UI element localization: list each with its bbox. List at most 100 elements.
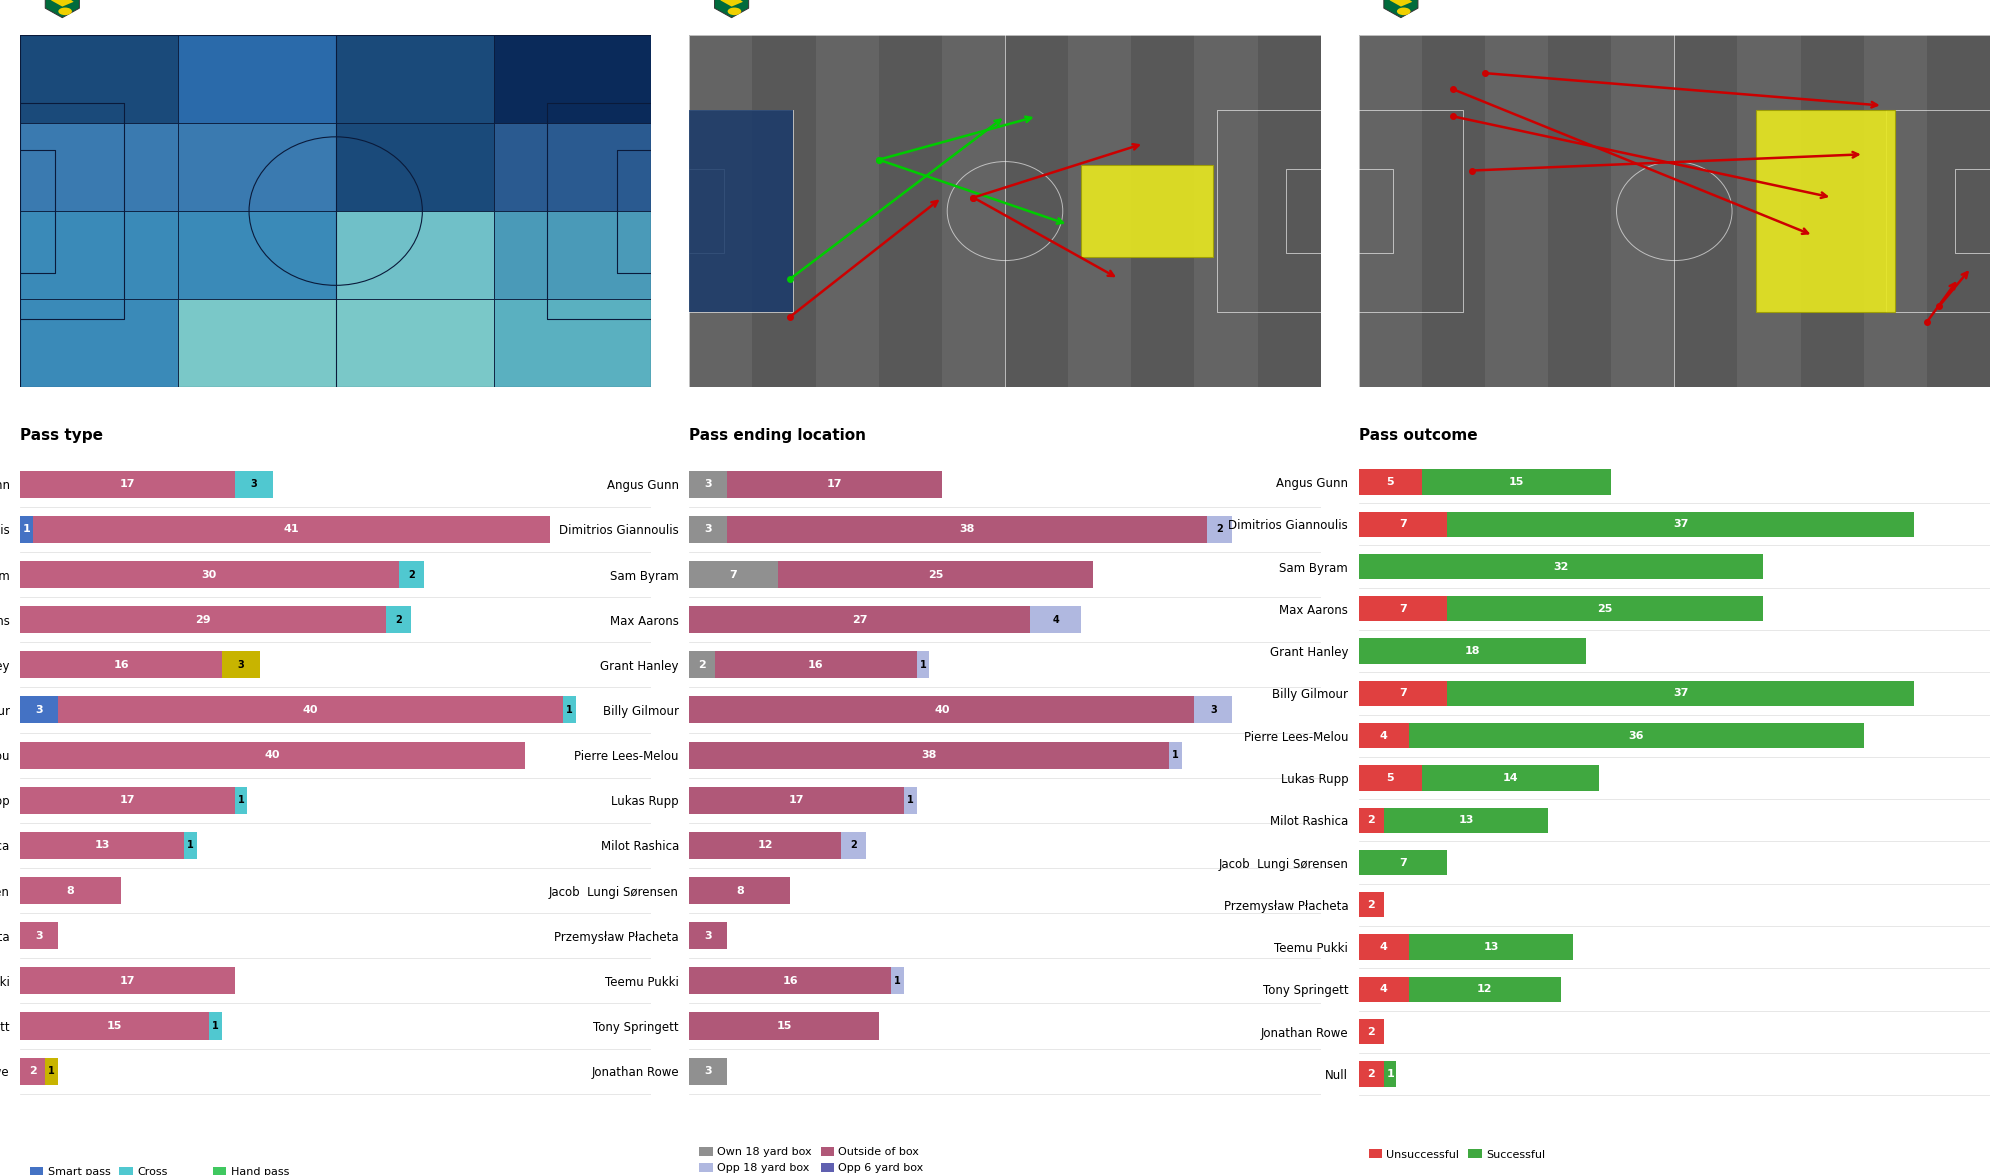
Text: 3: 3 — [36, 931, 42, 941]
Bar — [1358, 807, 1384, 833]
Text: 13: 13 — [94, 840, 110, 851]
Text: 2: 2 — [850, 840, 856, 851]
Text: 4: 4 — [1052, 615, 1058, 625]
Text: 3: 3 — [704, 1066, 712, 1076]
Text: 3: 3 — [1210, 705, 1216, 714]
Legend: Unsuccessful, Successful: Unsuccessful, Successful — [1364, 1144, 1550, 1164]
Polygon shape — [1384, 0, 1418, 18]
Bar — [1358, 596, 1446, 622]
Text: 13: 13 — [1484, 942, 1498, 952]
Text: 17: 17 — [826, 479, 842, 489]
Text: 7: 7 — [1398, 858, 1406, 867]
Circle shape — [58, 7, 72, 15]
Text: 16: 16 — [808, 660, 824, 670]
Bar — [20, 922, 58, 949]
Text: 4: 4 — [1380, 731, 1388, 740]
Bar — [1030, 606, 1080, 633]
Text: 3: 3 — [250, 479, 256, 489]
Text: 36: 36 — [1628, 731, 1644, 740]
Text: 1: 1 — [1386, 1069, 1394, 1079]
Bar — [892, 967, 904, 994]
Text: 37: 37 — [1672, 689, 1688, 698]
Text: 41: 41 — [284, 524, 300, 535]
Text: 2: 2 — [1368, 1069, 1376, 1079]
Bar — [1674, 35, 1738, 387]
Bar — [1800, 35, 1864, 387]
Bar — [386, 606, 412, 633]
Text: 40: 40 — [302, 705, 318, 714]
Text: 1: 1 — [48, 1066, 54, 1076]
Text: 32: 32 — [1552, 562, 1568, 571]
Bar — [690, 606, 1030, 633]
Text: 1: 1 — [188, 840, 194, 851]
Text: 4: 4 — [1380, 985, 1388, 994]
Bar — [1926, 35, 1990, 387]
Text: 17: 17 — [788, 795, 804, 805]
Bar — [1422, 469, 1612, 495]
Text: 5: 5 — [1386, 773, 1394, 783]
Text: 8: 8 — [66, 886, 74, 895]
Text: 7: 7 — [730, 570, 738, 579]
Text: 5: 5 — [1386, 477, 1394, 486]
Polygon shape — [1390, 0, 1412, 7]
Bar — [494, 123, 652, 212]
Text: 2: 2 — [698, 660, 706, 670]
Text: 3: 3 — [704, 931, 712, 941]
Text: Pass outcome: Pass outcome — [1358, 428, 1478, 443]
Text: Pass type: Pass type — [20, 428, 104, 443]
Bar — [1358, 934, 1410, 960]
Text: 7: 7 — [1398, 519, 1406, 529]
Text: 2: 2 — [408, 570, 414, 579]
Text: 16: 16 — [782, 975, 798, 986]
Bar — [690, 967, 892, 994]
Bar — [690, 560, 778, 588]
Bar — [20, 1058, 46, 1085]
Bar — [1738, 35, 1800, 387]
Text: 30: 30 — [202, 570, 218, 579]
Text: 4: 4 — [1380, 942, 1388, 952]
Bar — [1358, 511, 1446, 537]
Text: 38: 38 — [922, 750, 936, 760]
Bar — [1612, 35, 1674, 387]
Bar — [690, 1013, 878, 1040]
Bar — [210, 1013, 222, 1040]
Text: 3: 3 — [238, 660, 244, 670]
Bar — [690, 516, 728, 543]
Bar — [1068, 35, 1132, 387]
Bar — [178, 298, 336, 387]
Polygon shape — [714, 0, 748, 18]
Bar — [20, 298, 178, 387]
Text: 1: 1 — [238, 795, 244, 805]
Bar — [178, 212, 336, 298]
Bar — [336, 212, 494, 298]
Text: 25: 25 — [1598, 604, 1612, 613]
Circle shape — [1396, 7, 1410, 15]
Bar — [20, 606, 386, 633]
Bar — [1358, 1019, 1384, 1045]
Bar — [20, 123, 178, 212]
Text: 13: 13 — [1458, 815, 1474, 825]
Bar — [336, 123, 494, 212]
Text: 12: 12 — [1478, 985, 1492, 994]
Bar — [1132, 35, 1194, 387]
Bar — [714, 651, 916, 678]
Text: 2: 2 — [28, 1066, 36, 1076]
Bar — [1484, 35, 1548, 387]
Bar — [690, 1058, 728, 1085]
Bar — [20, 697, 58, 724]
Bar — [752, 35, 816, 387]
Bar — [564, 697, 576, 724]
Bar — [1358, 553, 1762, 579]
Text: 7: 7 — [1398, 689, 1406, 698]
Bar — [20, 787, 234, 814]
Bar — [1358, 469, 1422, 495]
Bar — [222, 651, 260, 678]
Bar — [20, 212, 178, 298]
Bar — [20, 560, 398, 588]
Text: 1: 1 — [212, 1021, 220, 1030]
Bar — [1358, 765, 1422, 791]
Bar — [1358, 1061, 1384, 1087]
Text: 3: 3 — [704, 479, 712, 489]
Bar — [840, 832, 866, 859]
Text: 2: 2 — [1216, 524, 1224, 535]
